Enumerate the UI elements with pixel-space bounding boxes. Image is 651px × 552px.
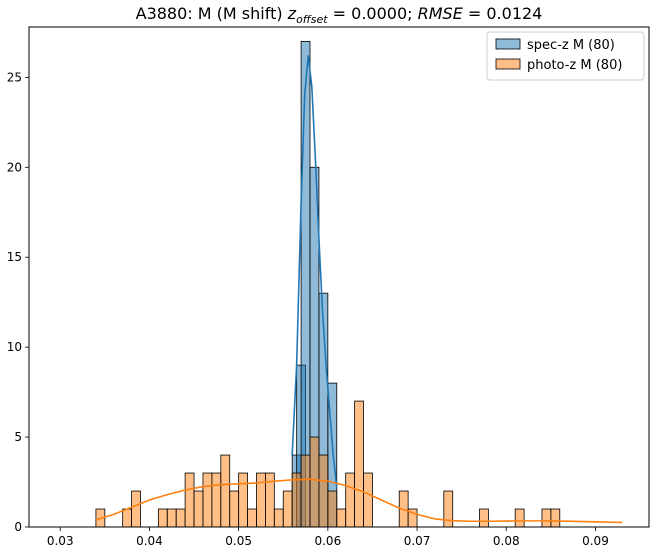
y-tick-label-1: 5 <box>14 430 22 444</box>
chart-title: A3880: M (M shift) zoffset = 0.0000; RMS… <box>136 4 543 26</box>
bar-series-1-bin-14 <box>256 472 266 528</box>
legend: spec-z M (80) photo-z M (80) <box>486 31 645 81</box>
legend-swatch-0 <box>495 38 521 50</box>
bar-series-1-bin-32 <box>541 508 552 528</box>
kde-layer <box>95 54 623 524</box>
bar-series-1-bin-2 <box>131 490 141 528</box>
x-axis: 0.03 0.04 0.05 0.06 0.07 0.08 0.09 <box>47 527 609 548</box>
title-z-subscript: offset <box>296 13 328 26</box>
y-tick-label-5: 25 <box>7 70 22 84</box>
kde-line-series-0 <box>291 54 338 488</box>
bar-series-1-bin-23 <box>336 508 347 528</box>
bar-series-1-bin-6 <box>184 472 195 528</box>
bar-series-1-bin-10 <box>220 454 231 528</box>
title-rmse-symbol: RMSE <box>418 4 464 23</box>
x-tick-label-5: 0.08 <box>493 534 520 548</box>
legend-frame <box>486 31 645 81</box>
bar-series-1-bin-4 <box>166 508 177 528</box>
x-tick-label-3: 0.06 <box>314 534 341 548</box>
title-prefix: A3880: M (M shift) <box>136 4 288 23</box>
bar-series-1-bin-13 <box>247 508 257 528</box>
x-tick-label-1: 0.04 <box>136 534 163 548</box>
bar-series-1-bin-30 <box>479 508 489 528</box>
plot-frame <box>28 26 650 528</box>
x-tick-label-2: 0.05 <box>225 534 252 548</box>
legend-swatch-1 <box>495 58 521 70</box>
bar-series-1-bin-5 <box>175 508 186 528</box>
bar-series-1-bin-8 <box>202 472 213 528</box>
bar-series-1-bin-26 <box>363 472 373 528</box>
bar-series-1-bin-16 <box>273 508 284 528</box>
bar-series-1-bin-17 <box>282 490 293 528</box>
bar-series-1-bin-9 <box>211 472 222 528</box>
legend-label-1: photo-z M (80) <box>527 58 622 73</box>
bars-layer <box>95 40 561 528</box>
bar-series-1-bin-1 <box>122 508 132 528</box>
y-tick-label-4: 20 <box>7 160 22 174</box>
bar-series-1-bin-7 <box>193 490 204 528</box>
bar-series-1-bin-33 <box>550 508 561 528</box>
bar-series-1-bin-25 <box>354 400 364 528</box>
bar-series-1-bin-3 <box>157 508 168 528</box>
x-tick-label-6: 0.09 <box>582 534 609 548</box>
bar-series-0-bin-2 <box>300 40 311 528</box>
bar-series-1-bin-21 <box>318 454 329 528</box>
bar-series-1-bin-11 <box>229 490 240 528</box>
bar-series-1-bin-31 <box>514 508 525 528</box>
x-tick-label-4: 0.07 <box>404 534 431 548</box>
title-z-value: = 0.0000; <box>328 4 418 23</box>
legend-label-0: spec-z M (80) <box>527 38 615 53</box>
kde-line-series-1 <box>95 478 623 524</box>
bar-series-1-bin-22 <box>327 490 338 528</box>
bar-series-1-bin-19 <box>300 454 311 528</box>
x-tick-label-0: 0.03 <box>47 534 74 548</box>
y-tick-label-3: 15 <box>7 250 22 264</box>
y-axis: 0 5 10 15 20 25 <box>7 70 29 534</box>
y-tick-label-2: 10 <box>7 340 22 354</box>
bar-series-1-bin-29 <box>443 490 454 528</box>
y-tick-label-0: 0 <box>14 520 22 534</box>
bar-series-1-bin-24 <box>345 472 356 528</box>
title-z-symbol: z <box>287 4 297 23</box>
bar-series-1-bin-20 <box>309 436 320 528</box>
title-rmse-value: = 0.0124 <box>463 4 543 23</box>
bar-series-1-bin-18 <box>291 472 302 528</box>
bar-series-1-bin-12 <box>238 472 248 528</box>
